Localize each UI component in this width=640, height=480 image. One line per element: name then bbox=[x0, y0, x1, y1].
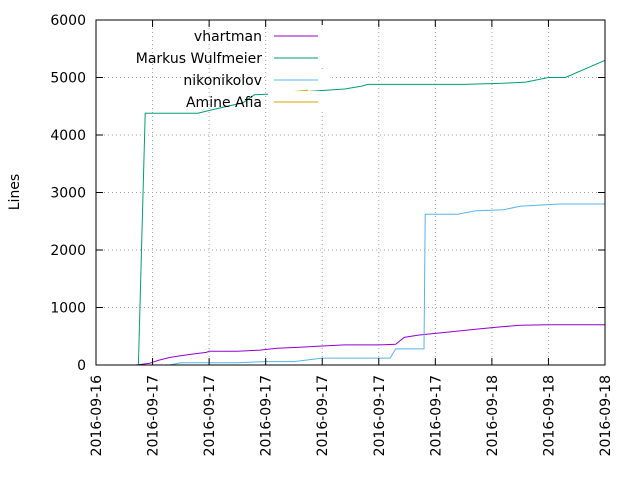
series-line-nikonikolov bbox=[169, 203, 605, 366]
y-axis-label: Lines bbox=[7, 174, 23, 210]
y-axis-ticks: 0 1000 2000 3000 4000 5000 6000 bbox=[50, 13, 605, 374]
legend-label-nikonikolov: nikonikolov bbox=[183, 73, 262, 89]
x-tick-label: 2016-09-17 bbox=[428, 375, 444, 456]
legend-bg-vhartman bbox=[268, 25, 330, 45]
y-tick-label: 4000 bbox=[50, 128, 86, 144]
x-tick-label: 2016-09-18 bbox=[541, 375, 557, 456]
legend-bg-nikonikolov bbox=[268, 69, 330, 89]
y-tick-label: 5000 bbox=[50, 71, 86, 87]
legend-label-amine-afia: Amine Afia bbox=[186, 95, 262, 111]
x-tick-label: 2016-09-17 bbox=[259, 375, 275, 456]
x-tick-label: 2016-09-18 bbox=[485, 375, 501, 456]
y-tick-label: 3000 bbox=[50, 186, 86, 202]
grid-lines bbox=[96, 20, 605, 365]
legend-label-vhartman: vhartman bbox=[194, 29, 262, 45]
series-layer bbox=[135, 59, 606, 366]
y-tick-label: 1000 bbox=[50, 301, 86, 317]
legend: vhartman Markus Wulfmeier nikonikolov Amine… bbox=[136, 25, 330, 111]
x-tick-label: 2016-09-17 bbox=[146, 375, 162, 456]
legend-bg-amine-afia bbox=[268, 91, 330, 111]
y-tick-label: 0 bbox=[77, 358, 86, 374]
x-tick-label: 2016-09-17 bbox=[372, 375, 388, 456]
x-tick-label: 2016-09-18 bbox=[598, 375, 614, 456]
y-tick-label: 2000 bbox=[50, 243, 86, 259]
x-axis-ticks: 2016-09-16 2016-09-17 2016-09-17 2016-09-17… bbox=[89, 20, 614, 456]
x-tick-label: 2016-09-17 bbox=[315, 375, 331, 456]
x-tick-label: 2016-09-17 bbox=[202, 375, 218, 456]
series-line-vhartman bbox=[135, 324, 605, 366]
legend-bg-markus-wulfmeier bbox=[268, 47, 330, 67]
series-line-markus-wulfmeier bbox=[137, 59, 606, 366]
y-tick-label: 6000 bbox=[50, 13, 86, 29]
x-tick-label: 2016-09-16 bbox=[89, 375, 105, 456]
legend-label-markus-wulfmeier: Markus Wulfmeier bbox=[136, 51, 262, 67]
